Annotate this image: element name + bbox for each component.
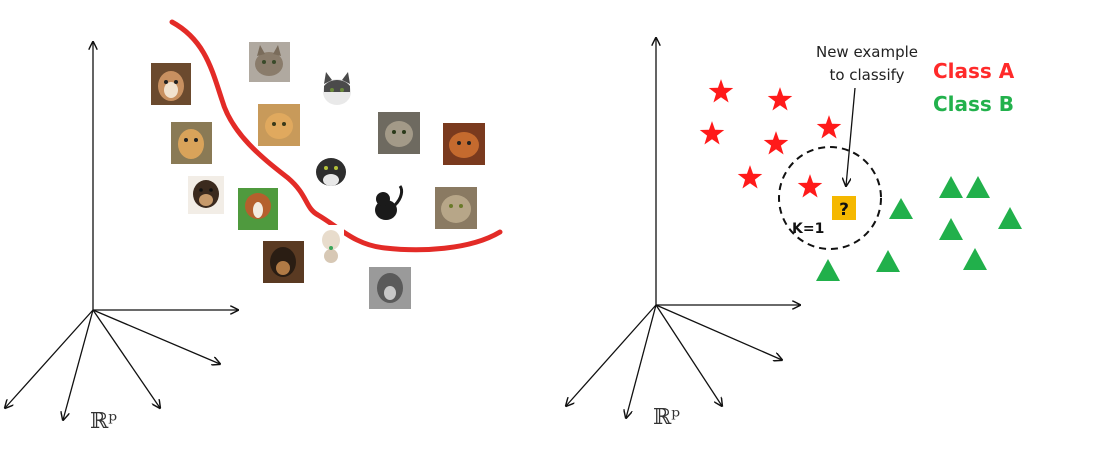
dog-image (369, 267, 411, 309)
class-b-triangle (939, 176, 963, 198)
class-a-star (767, 87, 793, 111)
query-point-box (832, 196, 856, 220)
left-axis-diag-1 (5, 309, 94, 408)
legend-class-a: Class A (933, 59, 1015, 83)
class-a-points (699, 79, 842, 198)
cat-images (249, 42, 485, 229)
dog-images (151, 63, 411, 309)
dog-image (171, 122, 212, 164)
query-symbol: ? (839, 200, 849, 220)
cat-image (249, 42, 290, 82)
dog-image (188, 176, 224, 214)
class-b-triangle (998, 207, 1022, 229)
legend-class-b: Class B (933, 92, 1014, 116)
left-axis-diag-2 (63, 309, 94, 420)
left-axis-diag-3 (92, 309, 160, 408)
k-label: K=1 (792, 221, 824, 237)
cat-image (316, 70, 358, 112)
right-axis-diag-1 (566, 304, 657, 406)
class-a-star (699, 121, 725, 145)
cat-image (258, 104, 300, 146)
right-axes (566, 38, 800, 418)
left-space-label: ℝᵖ (90, 409, 117, 434)
dog-image (238, 188, 278, 230)
cat-image (435, 187, 477, 229)
right-axis-diag-2 (626, 304, 657, 418)
dog-image (151, 63, 191, 105)
class-a-star (816, 115, 842, 139)
class-b-triangle (889, 198, 913, 219)
class-b-triangle (939, 218, 963, 240)
cat-image (368, 185, 406, 227)
class-b-points (816, 176, 1022, 281)
annotation-arrow (846, 87, 856, 186)
k-neighborhood-circle (778, 146, 882, 250)
annotation-line-2: to classify (829, 66, 904, 84)
left-axis-diag-4 (92, 309, 220, 364)
class-b-triangle (816, 259, 840, 281)
decision-boundary (169, 19, 503, 253)
right-axis-diag-3 (655, 304, 722, 406)
class-a-star (763, 131, 789, 155)
cat-image (443, 123, 485, 165)
annotation-line-1: New example (816, 43, 918, 61)
class-a-star (708, 79, 734, 103)
cat-image (310, 150, 352, 192)
left-axes (5, 42, 238, 420)
class-b-triangle (966, 176, 990, 198)
dog-image (318, 225, 344, 265)
cat-image (378, 112, 420, 154)
right-axis-diag-4 (655, 304, 782, 360)
right-space-label: ℝᵖ (653, 405, 680, 430)
class-b-triangle (876, 250, 900, 272)
class-a-star (797, 174, 823, 198)
dog-image (263, 241, 304, 283)
class-b-triangle (963, 248, 987, 270)
class-a-star (737, 165, 763, 189)
